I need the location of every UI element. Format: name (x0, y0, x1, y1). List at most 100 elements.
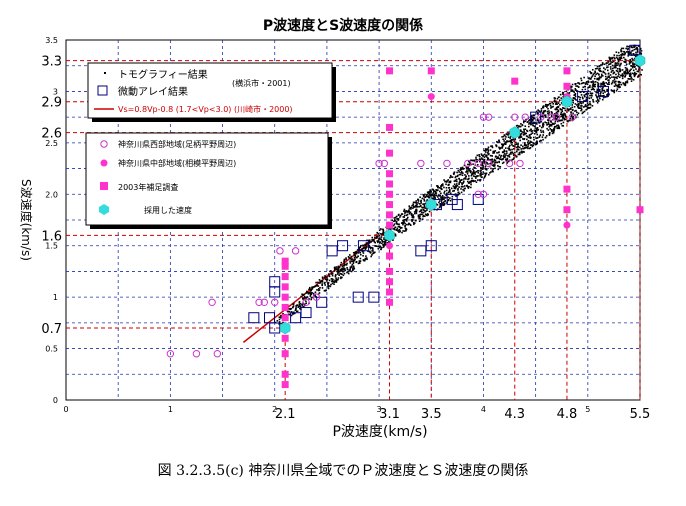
data-point-tomography (630, 80, 633, 82)
data-point-tomography (423, 194, 425, 197)
data-point-tomography (477, 175, 479, 177)
data-point-tomography (337, 269, 340, 271)
data-point-tomography (631, 65, 633, 67)
data-point-tomography (403, 208, 406, 211)
data-point-microtremor (337, 240, 349, 252)
data-point-tomography (477, 171, 480, 174)
data-point-tomography (633, 46, 635, 48)
data-point-tomography (474, 180, 477, 182)
data-point-tomography (604, 75, 607, 78)
data-point-tomography (329, 285, 332, 288)
data-point-tomography (590, 94, 593, 97)
data-point-tomography (410, 208, 412, 210)
data-point-tomography (459, 169, 462, 171)
data-point-tomography (333, 270, 336, 272)
data-point-tomography (511, 151, 514, 154)
data-point-tomography (596, 72, 599, 75)
data-point-tomography (490, 162, 492, 165)
data-point-tomography (551, 101, 554, 104)
data-point-tomography (424, 213, 427, 216)
data-point-tomography (557, 120, 559, 123)
data-point-tomography (441, 183, 444, 185)
data-point-tomography (613, 72, 615, 74)
data-point-tomography (593, 77, 596, 80)
data-point-tomography (615, 63, 617, 65)
data-point-tomography (520, 148, 523, 150)
data-point-tomography (626, 81, 629, 83)
data-point-tomography (476, 160, 478, 163)
data-point-tomography (351, 266, 353, 269)
data-point-tomography (592, 98, 594, 101)
data-point-tomography (418, 217, 421, 219)
data-point-tomography (517, 146, 519, 149)
data-point-tomography (511, 139, 514, 141)
data-point-west (568, 113, 576, 121)
data-point-tomography (341, 267, 343, 270)
data-point-tomography (506, 133, 508, 136)
data-point-tomography (379, 233, 382, 235)
data-point-tomography (337, 277, 340, 279)
data-point-tomography (570, 85, 572, 88)
data-point-tomography (404, 210, 406, 212)
data-point-tomography (556, 110, 559, 113)
data-point-tomography (358, 262, 361, 264)
data-point-tomography (370, 241, 372, 243)
data-point-tomography (590, 78, 592, 80)
survey-2003-series (281, 67, 644, 389)
data-point-tomography (446, 180, 449, 182)
data-point-tomography (628, 61, 631, 63)
data-point-tomography (637, 75, 640, 78)
data-point-tomography (481, 167, 484, 170)
data-point-2003 (281, 293, 289, 301)
data-point-tomography (493, 162, 496, 164)
data-point-tomography (335, 277, 337, 280)
data-point-tomography (575, 109, 577, 112)
data-point-tomography (555, 107, 558, 109)
data-point-tomography (470, 159, 472, 162)
data-point-tomography (327, 286, 329, 288)
legend-marker-filled-circle (100, 159, 108, 167)
data-point-tomography (328, 275, 331, 277)
data-point-tomography (627, 77, 630, 80)
data-point-tomography (619, 86, 621, 88)
data-point-west (516, 159, 524, 168)
data-point-tomography (624, 76, 626, 78)
data-point-tomography (592, 73, 595, 76)
data-point-tomography (627, 55, 630, 57)
data-point-tomography (484, 165, 487, 168)
data-point-tomography (479, 178, 482, 181)
data-point-tomography (331, 282, 334, 285)
data-point-tomography (574, 83, 577, 85)
data-point-tomography (446, 192, 448, 195)
data-point-tomography (448, 188, 451, 191)
data-point-tomography (476, 175, 478, 177)
data-point-tomography (479, 172, 482, 175)
data-point-tomography (581, 105, 583, 107)
data-point-tomography (476, 154, 479, 157)
data-point-2003 (386, 267, 394, 275)
data-point-tomography (408, 207, 411, 209)
data-point-tomography (602, 86, 604, 89)
data-point-tomography (374, 245, 377, 247)
data-point-tomography (368, 241, 371, 244)
data-point-tomography (604, 91, 606, 93)
data-point-west (208, 298, 216, 306)
data-point-tomography (620, 74, 622, 77)
data-point-tomography (443, 179, 445, 181)
data-point-tomography (504, 147, 507, 149)
data-point-tomography (592, 100, 595, 103)
data-point-tomography (584, 95, 586, 98)
data-point-tomography (371, 247, 374, 249)
data-point-tomography (526, 135, 529, 138)
data-point-tomography (579, 101, 581, 104)
data-point-tomography (505, 154, 507, 156)
data-point-tomography (508, 147, 511, 150)
data-point-tomography (341, 265, 344, 268)
data-point-tomography (542, 124, 544, 127)
data-point-tomography (413, 211, 416, 213)
data-point-tomography (374, 236, 376, 239)
data-point-tomography (537, 109, 539, 111)
data-point-tomography (532, 124, 535, 127)
data-point-tomography (530, 128, 533, 131)
data-point-tomography (462, 168, 464, 170)
